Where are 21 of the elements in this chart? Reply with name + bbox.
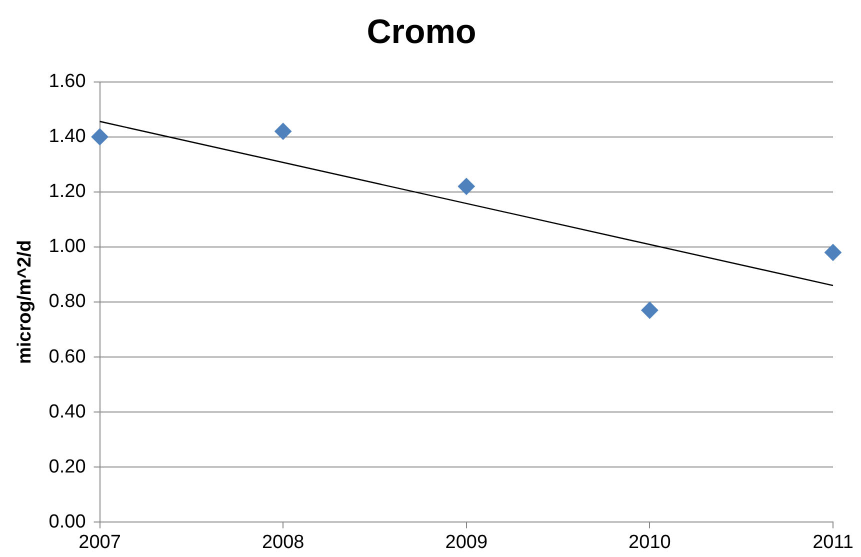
x-tick-label: 2011 xyxy=(812,532,854,553)
y-tick-label: 1.00 xyxy=(48,236,86,258)
y-tick-label: 0.20 xyxy=(48,456,86,478)
y-tick-label: 1.20 xyxy=(48,181,86,202)
y-tick-label: 0.00 xyxy=(48,511,86,532)
point xyxy=(641,302,658,319)
point xyxy=(458,178,475,195)
chart-title: Cromo xyxy=(366,12,476,51)
y-tick-label: 0.80 xyxy=(48,291,86,312)
y-tick-label: 1.40 xyxy=(48,126,86,148)
x-tick-label: 2008 xyxy=(262,532,304,553)
y-tick-label: 1.60 xyxy=(48,71,86,92)
x-tick-label: 2010 xyxy=(628,532,671,553)
point xyxy=(274,122,292,140)
y-tick-label: 0.40 xyxy=(48,401,86,422)
point xyxy=(91,128,108,146)
x-tick-label: 2007 xyxy=(78,532,121,553)
x-tick-label: 2009 xyxy=(445,532,488,553)
y-tick-label: 0.60 xyxy=(48,346,86,368)
point xyxy=(824,244,842,261)
y-axis-title: microg/m^2/d xyxy=(14,240,36,364)
